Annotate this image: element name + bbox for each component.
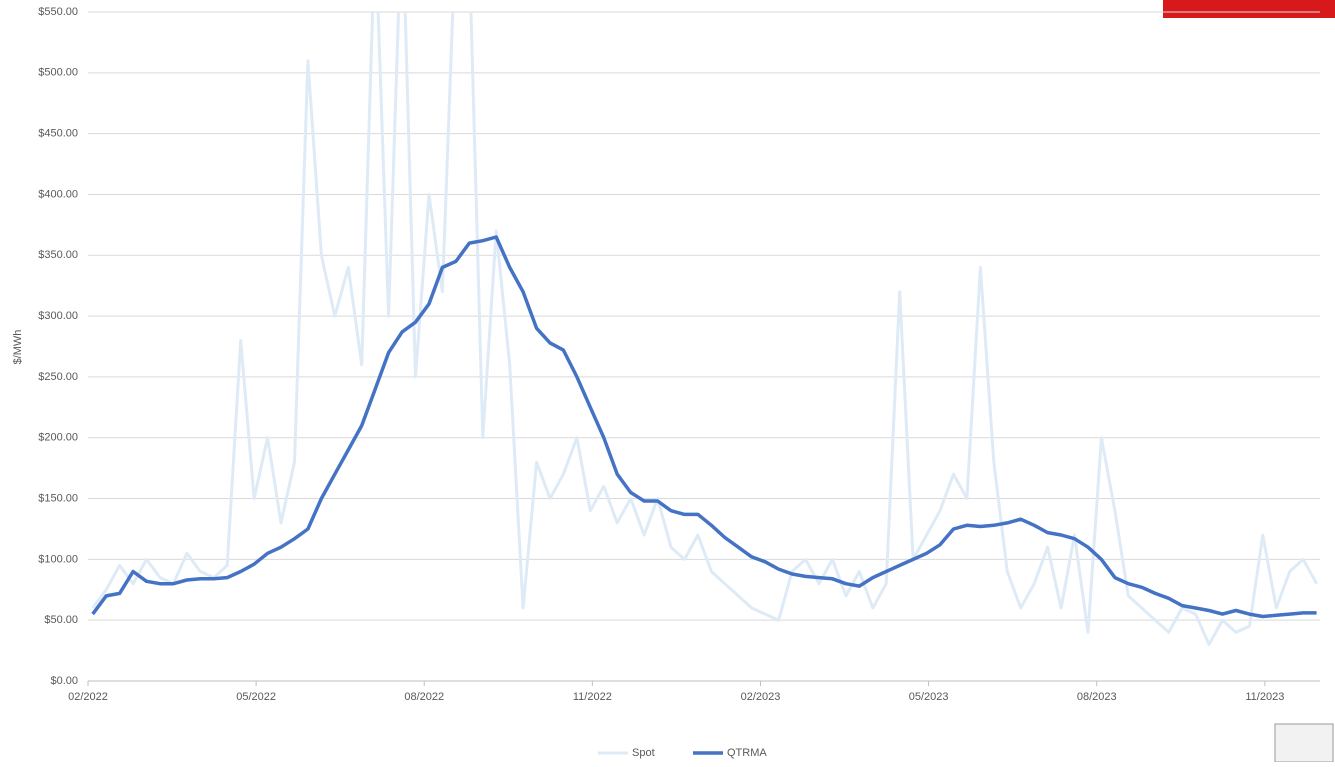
- y-tick-label: $50.00: [44, 614, 78, 626]
- legend-label: QTRMA: [727, 747, 767, 759]
- y-tick-label: $200.00: [38, 432, 78, 444]
- y-axis-label: $/MWh: [12, 330, 24, 365]
- x-tick-label: 08/2022: [404, 691, 444, 703]
- y-tick-label: $150.00: [38, 492, 78, 504]
- y-tick-label: $500.00: [38, 67, 78, 79]
- x-tick-label: 11/2023: [1245, 691, 1284, 703]
- x-tick-label: 05/2023: [909, 691, 949, 703]
- data-line: [91, 12, 1318, 646]
- x-tick-label: 05/2022: [236, 691, 276, 703]
- y-tick-label: $300.00: [38, 310, 78, 322]
- legend-label: Spot: [632, 747, 655, 759]
- x-tick-label: 02/2023: [741, 691, 781, 703]
- x-tick-label: 08/2023: [1077, 691, 1117, 703]
- y-tick-label: $100.00: [38, 553, 78, 565]
- data-line: [91, 235, 1317, 619]
- plot-area: [91, 12, 1318, 646]
- y-tick-label: $550.00: [38, 6, 78, 18]
- y-tick-label: $350.00: [38, 249, 78, 261]
- y-tick-label: $450.00: [38, 128, 78, 140]
- x-tick-label: 11/2022: [573, 691, 612, 703]
- x-tick-label: 02/2022: [68, 691, 108, 703]
- y-tick-label: $0.00: [50, 675, 78, 687]
- brand-banner: [1163, 0, 1335, 18]
- logo: [1274, 723, 1334, 763]
- y-tick-label: $400.00: [38, 188, 78, 200]
- y-tick-label: $250.00: [38, 371, 78, 383]
